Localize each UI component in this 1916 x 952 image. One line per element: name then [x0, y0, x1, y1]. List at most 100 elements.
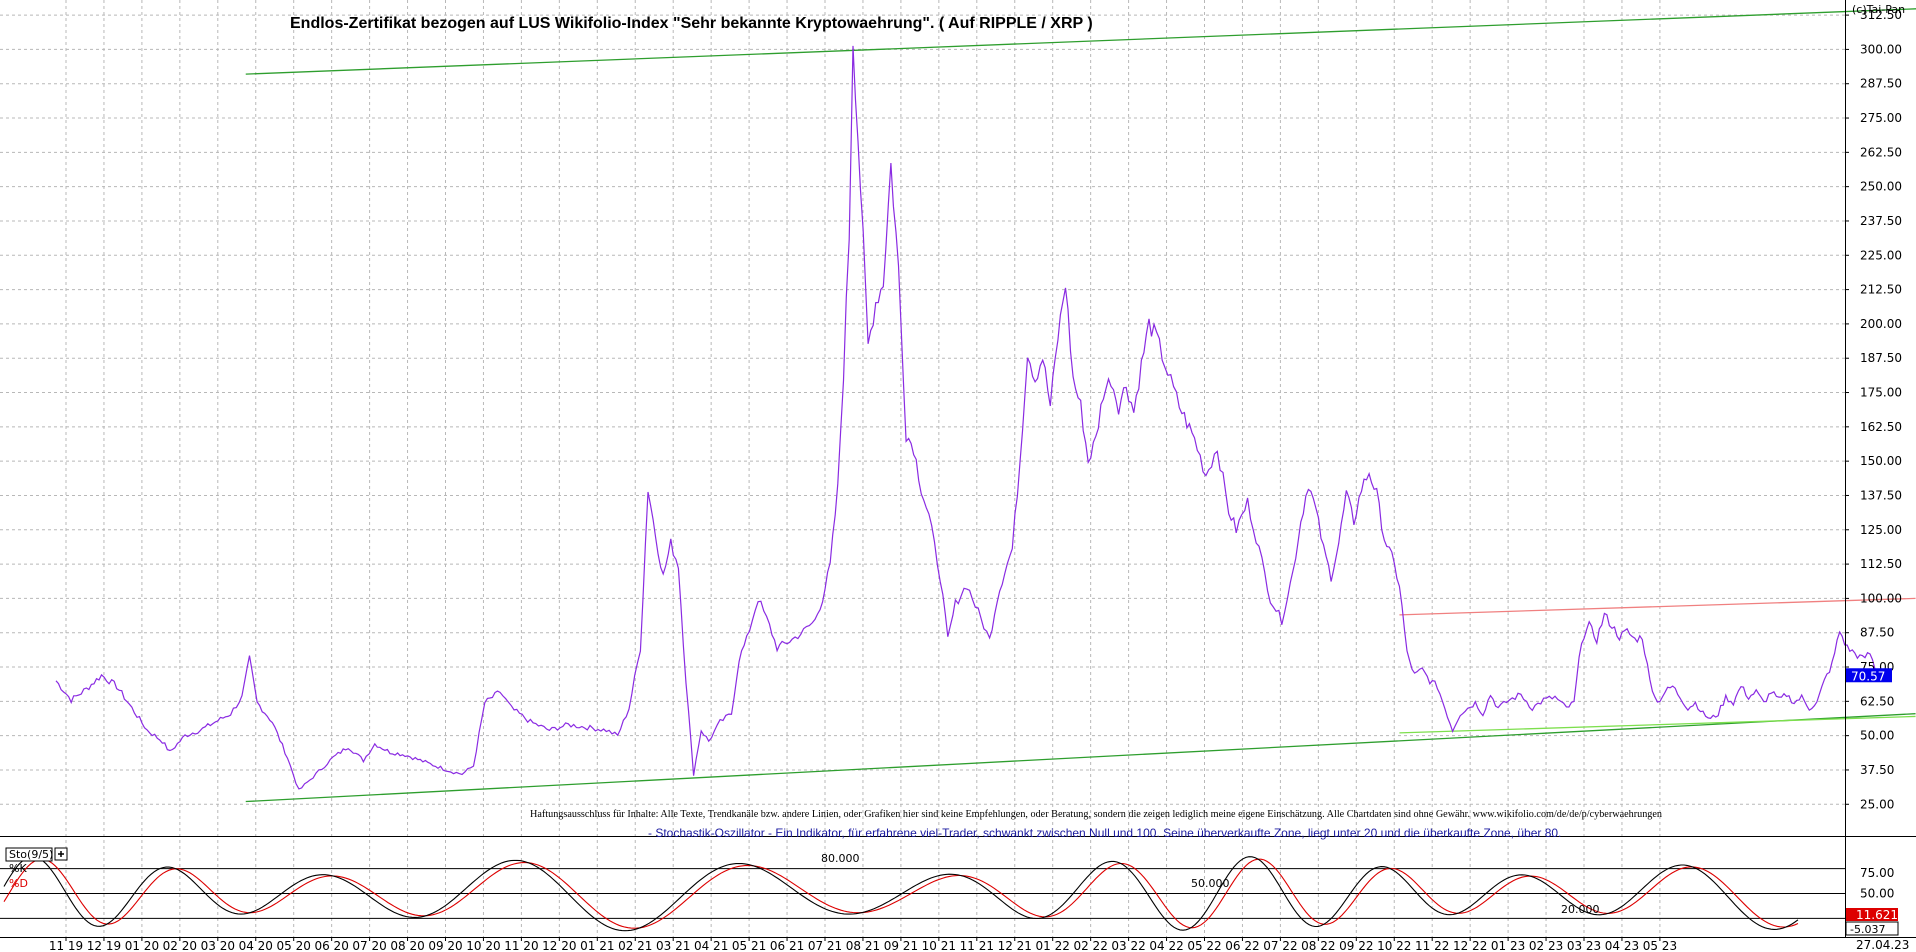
x-tick-label: 10 20 [466, 939, 500, 952]
y-tick-label: 100.00 [1860, 591, 1902, 605]
x-tick-label: 11 21 [960, 939, 994, 952]
x-axis-ticks: 11 19 12 19 01 20 02 20 03 20 04 20 05 20 06 20… [49, 937, 1677, 952]
x-tick-label: 11 19 [49, 939, 83, 952]
k-legend: %K [9, 862, 27, 875]
indicator-description: - Stochastik-Oszillator - Ein Indikator,… [648, 826, 1561, 840]
level-80-label: 80.000 [821, 852, 860, 865]
y-tick-label: 150.00 [1860, 454, 1902, 468]
y-tick-label: 187.50 [1860, 351, 1902, 365]
x-tick-label: 05 22 [1187, 939, 1221, 952]
y-tick-label: 125.00 [1860, 523, 1902, 537]
chart-title: Endlos-Zertifikat bezogen auf LUS Wikifo… [290, 15, 1093, 32]
last-date-label: 27.04.23 [1856, 938, 1909, 952]
x-tick-label: 08 22 [1301, 939, 1335, 952]
x-tick-label: 05 20 [277, 939, 311, 952]
oscillator-label-box [5, 847, 53, 862]
x-tick-label: 06 21 [770, 939, 804, 952]
y-tick-label: 200.00 [1860, 317, 1902, 331]
x-tick-label: 03 23 [1567, 939, 1601, 952]
x-tick-label: 08 20 [390, 939, 424, 952]
trendline [1399, 597, 1916, 616]
x-tick-label: 09 22 [1339, 939, 1373, 952]
y-tick-label: 237.50 [1860, 214, 1902, 228]
trendline [245, 8, 1916, 75]
x-tick-label: 01 21 [580, 939, 614, 952]
y-tick-label: 300.00 [1860, 42, 1902, 56]
oscillator-k-line [3, 856, 1799, 932]
y-tick-label: 287.50 [1860, 77, 1902, 91]
y-tick-label: 137.50 [1860, 488, 1902, 502]
x-tick-label: 06 22 [1225, 939, 1259, 952]
x-tick-label: 12 20 [542, 939, 576, 952]
trendline [245, 713, 1916, 803]
y-tick-label: 50.00 [1860, 729, 1894, 743]
copyright-label: (c)Tai-Pan [1852, 3, 1905, 16]
x-tick-label: 02 20 [163, 939, 197, 952]
oscillator-gridlines [0, 868, 1845, 919]
last-price-badge: 70.57 [1846, 668, 1892, 683]
level-20-label: 20.000 [1561, 903, 1600, 916]
oscillator-y-tick-label: 75.00 [1860, 866, 1894, 880]
oscillator-y-tick-label: 50.00 [1860, 887, 1894, 901]
x-tick-label: 03 21 [656, 939, 690, 952]
x-tick-label: 12 21 [998, 939, 1032, 952]
x-tick-label: 04 21 [694, 939, 728, 952]
oscillator-d-badge: 11.621 [1846, 908, 1898, 922]
x-tick-label: 05 23 [1643, 939, 1677, 952]
x-tick-label: 07 22 [1263, 939, 1297, 952]
x-tick-label: 02 23 [1529, 939, 1563, 952]
y-tick-label: 112.50 [1860, 557, 1902, 571]
d-legend: %D [9, 877, 28, 890]
price-gridlines [0, 0, 1845, 937]
oscillator-label: Sto(9/5) [9, 848, 53, 861]
x-tick-label: 10 22 [1377, 939, 1411, 952]
x-tick-label: 03 20 [201, 939, 235, 952]
x-tick-label: 04 22 [1149, 939, 1183, 952]
y-axis-ticks: 312.50 300.00 287.50 275.00 262.50 250.00 237.… [1845, 8, 1902, 921]
x-tick-label: 07 21 [808, 939, 842, 952]
y-tick-label: 312.50 [1860, 8, 1902, 22]
x-tick-label: 08 21 [846, 939, 880, 952]
y-tick-label: 87.50 [1860, 626, 1894, 640]
x-tick-label: 12 19 [87, 939, 121, 952]
oscillator-series [3, 856, 1799, 932]
x-tick-label: 01 22 [1036, 939, 1070, 952]
x-tick-label: 01 23 [1491, 939, 1525, 952]
x-tick-label: 09 20 [428, 939, 462, 952]
trendline [1399, 715, 1916, 734]
x-tick-label: 02 21 [618, 939, 652, 952]
disclaimer-text: Haftungsausschluss für Inhalte: Alle Tex… [530, 809, 1662, 820]
oscillator-k-badge: -5.037 [1845, 921, 1899, 936]
oscillator-d-line [3, 858, 1799, 929]
y-tick-label: 250.00 [1860, 180, 1902, 194]
price-line [55, 45, 1879, 790]
y-tick-label: 175.00 [1860, 386, 1902, 400]
x-tick-label: 03 22 [1111, 939, 1145, 952]
last-price-value: 70.57 [1851, 669, 1885, 683]
trendlines [245, 8, 1916, 803]
x-tick-label: 11 20 [504, 939, 538, 952]
x-tick-label: 04 23 [1605, 939, 1639, 952]
x-tick-label: 09 21 [884, 939, 918, 952]
x-tick-label: 10 21 [922, 939, 956, 952]
x-tick-label: 02 22 [1073, 939, 1107, 952]
expand-icon[interactable] [54, 847, 68, 861]
level-50-label: 50.000 [1191, 877, 1230, 890]
y-tick-label: 25.00 [1860, 797, 1894, 811]
oscillator-k-value: -5.037 [1850, 923, 1885, 936]
x-tick-label: 01 20 [125, 939, 159, 952]
x-tick-label: 11 22 [1415, 939, 1449, 952]
x-tick-label: 06 20 [314, 939, 348, 952]
x-tick-label: 12 22 [1453, 939, 1487, 952]
x-tick-label: 04 20 [239, 939, 273, 952]
y-tick-label: 262.50 [1860, 145, 1902, 159]
y-tick-label: 275.00 [1860, 111, 1902, 125]
y-tick-label: 37.50 [1860, 763, 1894, 777]
y-tick-label: 212.50 [1860, 283, 1902, 297]
oscillator-d-value: 11.621 [1856, 908, 1898, 922]
y-tick-label: 225.00 [1860, 248, 1902, 262]
y-tick-label: 62.50 [1860, 694, 1894, 708]
price-series [55, 45, 1879, 790]
x-tick-label: 05 21 [732, 939, 766, 952]
